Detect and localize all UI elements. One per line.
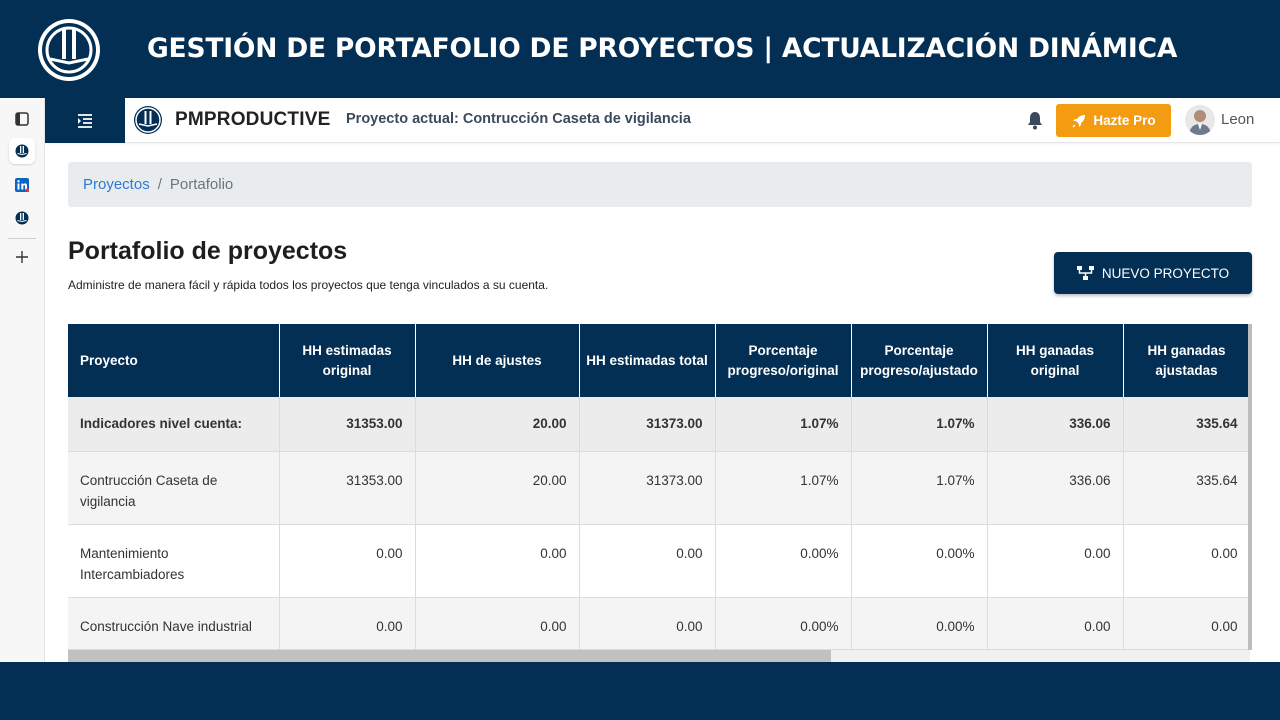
slide-footer bbox=[0, 662, 1280, 720]
new-project-label: NUEVO PROYECTO bbox=[1101, 265, 1230, 281]
table-cell: 0.00 bbox=[579, 597, 716, 650]
app-window: PMPRODUCTIVE Proyecto actual: Contrucció… bbox=[45, 98, 1280, 662]
horizontal-scrollbar-thumb[interactable] bbox=[68, 650, 831, 662]
breadcrumb-link-proyectos[interactable]: Proyectos bbox=[83, 176, 150, 193]
linkedin-icon[interactable] bbox=[9, 172, 35, 198]
browser-sidebar bbox=[0, 98, 45, 662]
app-logo-icon bbox=[134, 106, 162, 134]
table-cell: 0.00% bbox=[851, 597, 988, 650]
app-logo-icon[interactable] bbox=[9, 138, 35, 164]
page-title: Portafolio de proyectos bbox=[68, 237, 348, 265]
portfolio-table: Proyecto HH estimadas original HH de aju… bbox=[68, 324, 1250, 650]
rocket-icon bbox=[1072, 114, 1086, 128]
breadcrumb-current: Portafolio bbox=[169, 176, 234, 193]
new-project-button[interactable]: NUEVO PROYECTO bbox=[1054, 252, 1252, 294]
user-name[interactable]: Leon bbox=[1221, 111, 1255, 128]
table-cell: 20.00 bbox=[415, 451, 580, 525]
upgrade-pro-button[interactable]: Hazte Pro bbox=[1056, 104, 1171, 137]
table-cell: 0.00 bbox=[279, 524, 416, 598]
table-cell: 1.07% bbox=[851, 451, 988, 525]
table-cell: 0.00 bbox=[415, 524, 580, 598]
table-cell: 0.00 bbox=[1123, 524, 1250, 598]
project-name-cell[interactable]: Contrucción Caseta de vigilancia bbox=[68, 451, 280, 525]
table-row[interactable]: Mantenimiento Intercambiadores 0.00 0.00… bbox=[68, 524, 1250, 598]
table-cell: 0.00% bbox=[715, 524, 852, 598]
breadcrumb: Proyectos / Portafolio bbox=[68, 162, 1252, 207]
col-header-hh-ganadas-ajustadas[interactable]: HH ganadas ajustadas bbox=[1123, 324, 1250, 397]
table-cell: 31353.00 bbox=[279, 397, 416, 452]
table-cell: 0.00 bbox=[987, 524, 1124, 598]
plus-icon[interactable] bbox=[9, 244, 35, 270]
col-header-porcentaje-ajustado[interactable]: Porcentaje progreso/ajustado bbox=[851, 324, 988, 397]
table-row[interactable]: Contrucción Caseta de vigilancia 31353.0… bbox=[68, 451, 1250, 525]
current-project-label: Proyecto actual: Contrucción Caseta de v… bbox=[346, 111, 691, 127]
breadcrumb-separator: / bbox=[157, 176, 162, 193]
avatar[interactable] bbox=[1185, 105, 1215, 135]
slide-banner: GESTIÓN DE PORTAFOLIO DE PROYECTOS | ACT… bbox=[0, 0, 1280, 98]
table-cell: 335.64 bbox=[1123, 397, 1250, 452]
table-header-row: Proyecto HH estimadas original HH de aju… bbox=[68, 324, 1250, 397]
col-header-proyecto[interactable]: Proyecto bbox=[68, 324, 280, 397]
summary-row: Indicadores nivel cuenta: 31353.00 20.00… bbox=[68, 397, 1250, 452]
brand-name: PMPRODUCTIVE bbox=[175, 109, 331, 130]
table-cell: 1.07% bbox=[715, 451, 852, 525]
tab-panel-icon[interactable] bbox=[9, 106, 35, 132]
table-cell: 0.00 bbox=[579, 524, 716, 598]
bell-icon[interactable] bbox=[1025, 109, 1045, 131]
table-cell: 336.06 bbox=[987, 451, 1124, 525]
menu-toggle-icon bbox=[78, 113, 92, 128]
summary-label: Indicadores nivel cuenta: bbox=[68, 397, 280, 452]
table-cell: 31353.00 bbox=[279, 451, 416, 525]
app-logo-icon[interactable] bbox=[9, 205, 35, 231]
table-cell: 0.00 bbox=[1123, 597, 1250, 650]
col-header-hh-ajustes[interactable]: HH de ajustes bbox=[415, 324, 580, 397]
page-subtitle: Administre de manera fácil y rápida todo… bbox=[68, 278, 549, 292]
table-cell: 31373.00 bbox=[579, 397, 716, 452]
project-name-cell[interactable]: Construcción Nave industrial bbox=[68, 597, 280, 650]
table-cell: 20.00 bbox=[415, 397, 580, 452]
company-logo-icon bbox=[38, 19, 100, 81]
table-cell: 31373.00 bbox=[579, 451, 716, 525]
table-vertical-edge bbox=[1248, 324, 1252, 650]
table-cell: 0.00 bbox=[279, 597, 416, 650]
table-row[interactable]: Construcción Nave industrial 0.00 0.00 0… bbox=[68, 597, 1250, 650]
col-header-hh-estimadas-original[interactable]: HH estimadas original bbox=[279, 324, 416, 397]
table-cell: 335.64 bbox=[1123, 451, 1250, 525]
table-cell: 0.00 bbox=[415, 597, 580, 650]
col-header-porcentaje-original[interactable]: Porcentaje progreso/original bbox=[715, 324, 852, 397]
upgrade-pro-label: Hazte Pro bbox=[1093, 113, 1156, 128]
project-tree-icon bbox=[1076, 266, 1094, 280]
strip-divider bbox=[8, 238, 36, 239]
top-navbar: PMPRODUCTIVE Proyecto actual: Contrucció… bbox=[45, 98, 1280, 143]
table-cell: 0.00% bbox=[715, 597, 852, 650]
table-cell: 336.06 bbox=[987, 397, 1124, 452]
menu-toggle-button[interactable] bbox=[45, 98, 125, 143]
slide-title: GESTIÓN DE PORTAFOLIO DE PROYECTOS | ACT… bbox=[147, 33, 1178, 64]
project-name-cell[interactable]: Mantenimiento Intercambiadores bbox=[68, 524, 280, 598]
table-cell: 0.00 bbox=[987, 597, 1124, 650]
col-header-hh-estimadas-total[interactable]: HH estimadas total bbox=[579, 324, 716, 397]
col-header-hh-ganadas-original[interactable]: HH ganadas original bbox=[987, 324, 1124, 397]
table-cell: 1.07% bbox=[851, 397, 988, 452]
table-cell: 1.07% bbox=[715, 397, 852, 452]
table-cell: 0.00% bbox=[851, 524, 988, 598]
